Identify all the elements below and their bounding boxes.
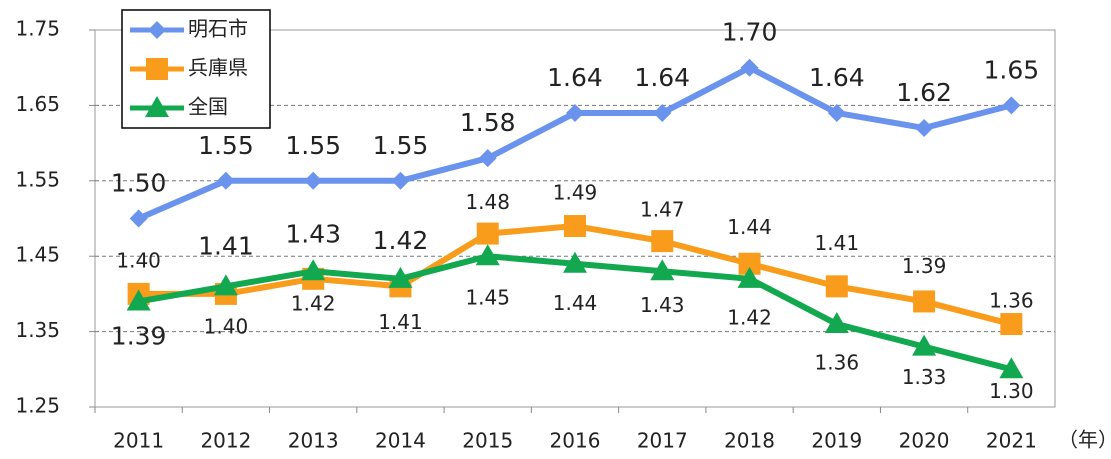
data-point — [564, 215, 586, 238]
y-tick-label: 1.45 — [15, 243, 60, 267]
data-point — [650, 259, 675, 281]
data-point — [391, 171, 410, 190]
data-point — [1000, 313, 1023, 336]
x-tick-label: 2012 — [200, 429, 251, 453]
x-tick-label: 2020 — [899, 429, 950, 453]
plot-area — [94, 29, 1056, 408]
data-point — [566, 103, 584, 122]
data-label: 1.64 — [634, 63, 690, 92]
data-point — [301, 259, 326, 281]
data-label: 1.36 — [989, 289, 1034, 313]
data-point — [651, 230, 674, 253]
data-label: 1.30 — [989, 379, 1034, 403]
legend-marker — [145, 96, 169, 117]
data-label: 1.55 — [285, 131, 341, 160]
data-label: 1.44 — [727, 215, 772, 239]
legend-label: 明石市 — [188, 17, 248, 41]
data-label: 1.64 — [547, 63, 603, 92]
data-point — [999, 357, 1024, 379]
data-point — [737, 266, 762, 288]
data-label: 1.39 — [111, 321, 167, 350]
x-tick-label: 2017 — [637, 429, 688, 453]
data-label: 1.40 — [204, 314, 249, 338]
data-label: 1.42 — [727, 305, 772, 329]
data-point — [740, 58, 759, 77]
data-label: 1.42 — [291, 291, 336, 315]
data-point — [126, 289, 151, 311]
data-point — [915, 119, 934, 138]
data-label: 1.47 — [640, 198, 685, 222]
x-tick-label: 2015 — [462, 429, 513, 453]
data-point — [912, 334, 937, 356]
data-label: 1.43 — [640, 293, 685, 317]
x-tick-label: 2011 — [113, 429, 164, 453]
data-label: 1.33 — [902, 365, 947, 389]
data-label: 1.62 — [896, 78, 952, 107]
x-tick-label: 2013 — [288, 429, 339, 453]
y-tick-label: 1.25 — [15, 394, 60, 418]
data-label: 1.41 — [378, 310, 423, 334]
x-tick-label: 2021 — [986, 429, 1037, 453]
data-label: 1.39 — [902, 254, 947, 278]
data-label: 1.36 — [815, 351, 860, 375]
data-label: 1.48 — [465, 190, 510, 214]
data-point — [1002, 96, 1021, 115]
data-label: 1.55 — [198, 131, 254, 160]
data-label: 1.43 — [285, 219, 341, 248]
data-label: 1.41 — [815, 231, 860, 255]
x-tick-label: 2018 — [724, 429, 775, 453]
legend-marker — [148, 21, 166, 39]
data-label: 1.64 — [809, 63, 865, 92]
data-point — [213, 274, 238, 296]
data-label: 1.70 — [722, 18, 778, 47]
y-tick-label: 1.65 — [15, 92, 60, 116]
data-label: 1.41 — [198, 231, 254, 260]
x-axis-label: （年） — [1058, 428, 1111, 452]
x-tick-label: 2014 — [375, 429, 426, 453]
data-point — [216, 171, 235, 190]
data-point — [475, 244, 500, 266]
data-label: 1.55 — [373, 131, 429, 160]
data-point — [388, 266, 413, 288]
data-point — [825, 275, 848, 298]
data-label: 1.49 — [553, 181, 598, 205]
y-tick-label: 1.75 — [15, 17, 60, 41]
data-label: 1.45 — [465, 286, 510, 310]
x-tick-label: 2016 — [550, 429, 601, 453]
data-point — [738, 252, 761, 275]
data-point — [824, 312, 849, 334]
data-point — [129, 209, 148, 228]
legend-label: 兵庫県 — [188, 56, 248, 80]
y-tick-label: 1.35 — [15, 318, 60, 342]
data-point — [304, 171, 323, 190]
data-point — [827, 103, 846, 122]
legend-label: 全国 — [188, 95, 228, 119]
data-point — [563, 251, 587, 273]
legend-marker — [146, 58, 168, 80]
data-label: 1.42 — [373, 226, 429, 255]
data-label: 1.40 — [116, 248, 161, 272]
data-label: 1.44 — [553, 291, 598, 315]
data-point — [476, 222, 499, 245]
data-label: 1.65 — [984, 55, 1040, 84]
data-point — [478, 149, 497, 168]
data-point — [913, 290, 936, 313]
y-tick-label: 1.55 — [15, 167, 60, 191]
data-point — [653, 103, 672, 122]
data-label: 1.50 — [111, 169, 167, 198]
x-tick-label: 2019 — [811, 429, 862, 453]
data-label: 1.58 — [460, 108, 516, 137]
